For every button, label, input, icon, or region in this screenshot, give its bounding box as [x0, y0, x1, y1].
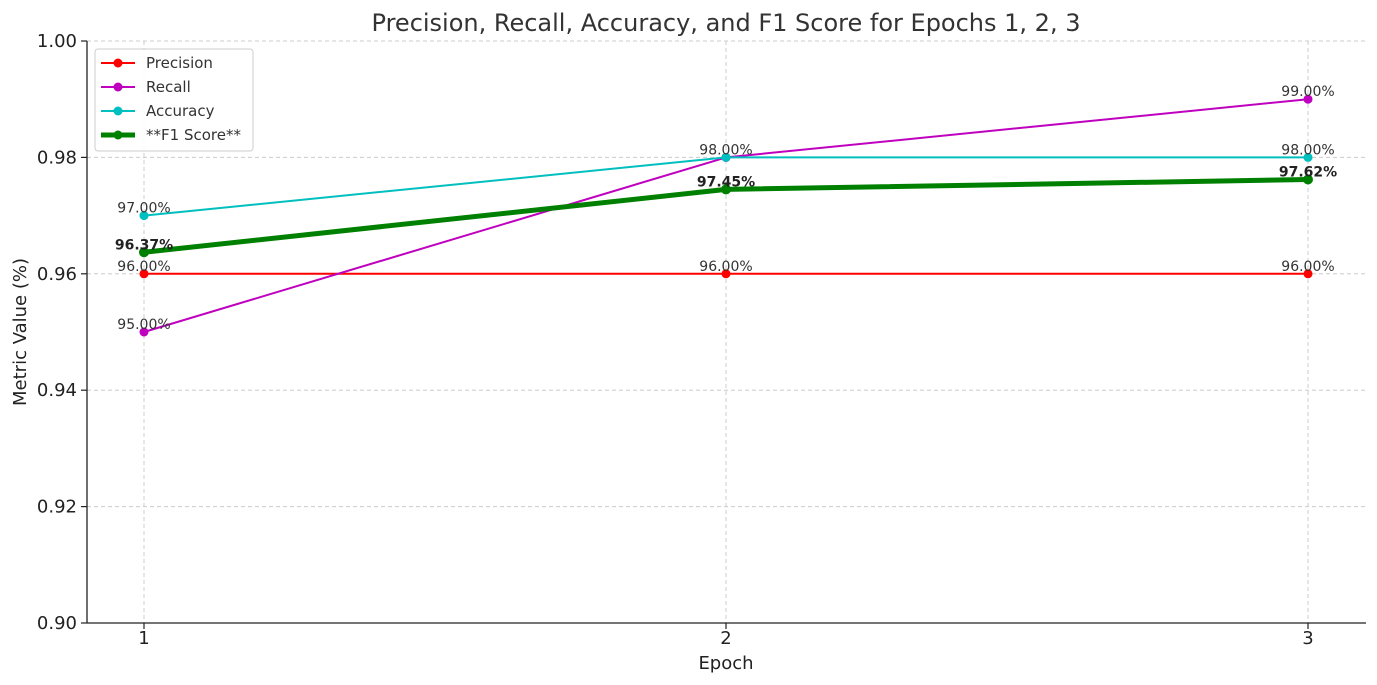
series-2-marker-1 [721, 152, 731, 162]
legend-label-1: Recall [146, 78, 191, 96]
series-3-marker-1 [721, 184, 731, 195]
series-3-marker-0 [139, 247, 149, 258]
series-3-data-label-2: 97.62% [1279, 165, 1337, 181]
series-0-data-label-2: 96.00% [1281, 259, 1334, 275]
series-3-data-label-1: 97.45% [697, 174, 755, 190]
x-tick-label-0: 1 [138, 628, 149, 649]
series-1-marker-2 [1303, 94, 1313, 104]
y-tick-label-5: 1.00 [37, 31, 77, 52]
legend-swatch-marker-2 [113, 106, 123, 116]
series-3-data-label-0: 96.37% [115, 237, 173, 253]
legend: Precision Recall Accuracy **F1 Score** [94, 48, 254, 152]
series-0-data-label-0: 96.00% [117, 259, 170, 275]
legend-box [94, 48, 254, 152]
series-0-marker-1 [721, 269, 731, 279]
series-1-marker-0 [139, 327, 149, 337]
x-tick-label-2: 3 [1302, 628, 1313, 649]
series-2-data-label-0: 97.00% [117, 201, 170, 217]
grid-lines [87, 40, 1366, 623]
series-2-marker-0 [139, 211, 149, 221]
series-1-data-label-1: 98.00% [699, 142, 752, 158]
legend-swatch-marker-3 [113, 130, 123, 140]
series-0-marker-2 [1303, 269, 1313, 279]
legend-label-0: Precision [146, 54, 213, 72]
legend-label-3: **F1 Score** [146, 126, 241, 144]
tick-labels: 0.90 0.92 0.94 0.96 0.98 1.00 1 2 3 [37, 31, 1314, 649]
series-lines [139, 94, 1313, 337]
series-1-data-label-2: 99.00% [1281, 84, 1334, 100]
y-tick-label-2: 0.94 [37, 380, 77, 401]
data-labels: 96.00% 96.00% 96.00% 95.00% 98.00% 99.00% 97.0… [115, 84, 1337, 333]
y-tick-label-0: 0.90 [37, 613, 77, 634]
y-tick-label-3: 0.96 [37, 264, 77, 285]
series-0-marker-0 [139, 269, 149, 279]
series-2-marker-2 [1303, 152, 1313, 162]
legend-label-2: Accuracy [146, 102, 215, 120]
legend-swatch-marker-1 [113, 82, 123, 92]
series-1-data-label-0: 95.00% [117, 317, 170, 333]
chart-title: Precision, Recall, Accuracy, and F1 Scor… [372, 9, 1081, 37]
y-tick-label-4: 0.98 [37, 147, 77, 168]
series-3-marker-2 [1303, 174, 1313, 185]
series-0-data-label-1: 96.00% [699, 259, 752, 275]
legend-swatch-marker-0 [113, 58, 123, 68]
series-2-data-label-2: 98.00% [1281, 142, 1334, 158]
x-axis-label: Epoch [698, 653, 753, 674]
axes [81, 40, 1366, 629]
y-tick-label-1: 0.92 [37, 497, 77, 518]
x-tick-label-1: 2 [720, 628, 731, 649]
y-axis-label: Metric Value (%) [10, 258, 31, 406]
